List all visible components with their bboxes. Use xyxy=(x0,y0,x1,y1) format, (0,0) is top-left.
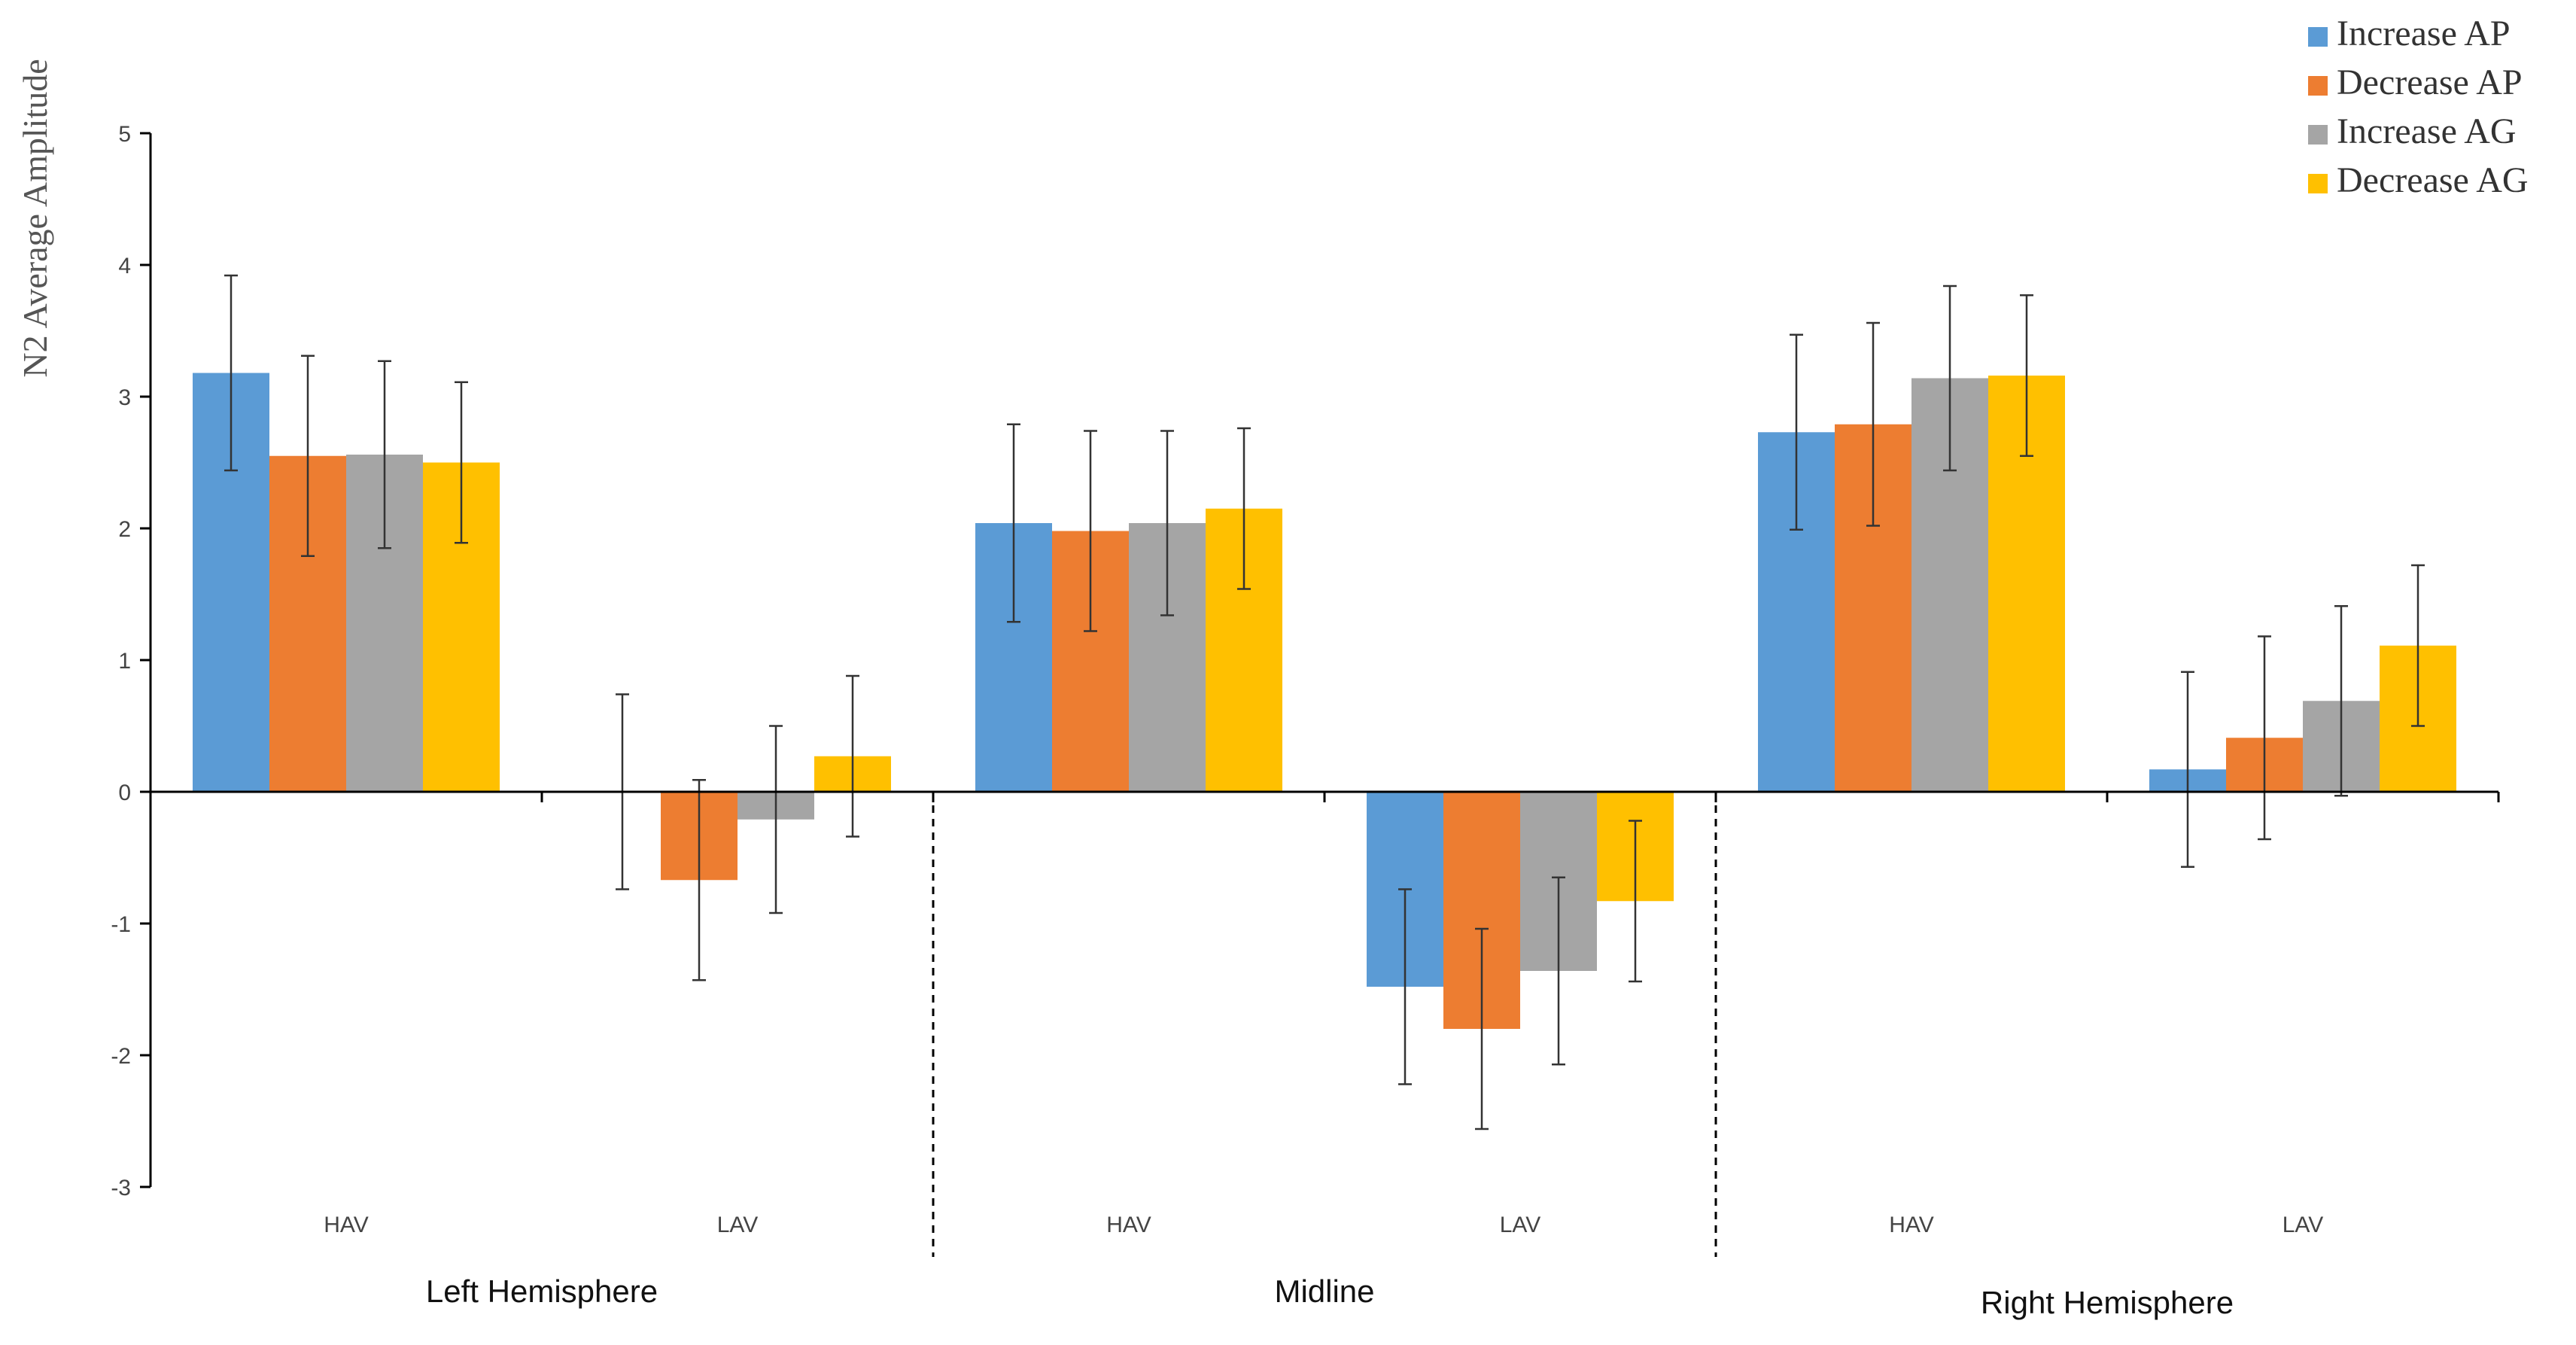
legend-swatch xyxy=(2308,174,2328,193)
group-label: Midline xyxy=(1274,1273,1374,1309)
legend-label: Increase AP xyxy=(2337,14,2511,53)
y-tick-label: 0 xyxy=(118,781,131,805)
y-tick-label: 3 xyxy=(118,385,131,410)
axis-layer xyxy=(140,132,2500,1188)
label-layer: -3 -2 -1 0 1 2 3 4 5 HAV LAV HAV LAV HAV LAV Left Hemis… xyxy=(111,122,2323,1320)
legend-swatch xyxy=(2308,76,2328,96)
group-label: Right Hemisphere xyxy=(1981,1285,2234,1320)
y-tick-label: 4 xyxy=(118,254,131,278)
y-tick-label: 2 xyxy=(118,517,131,542)
legend-swatch xyxy=(2308,125,2328,145)
legend-label: Decrease AP xyxy=(2337,62,2523,102)
category-label: HAV xyxy=(324,1213,368,1237)
category-label: LAV xyxy=(1500,1213,1540,1237)
separator-layer xyxy=(932,792,1717,1257)
y-axis-label: N2 Average Amplitude xyxy=(16,59,54,377)
y-tick-label: 5 xyxy=(118,122,131,147)
legend: Increase AP Decrease AP Increase AG Decreas… xyxy=(2308,14,2529,200)
group-label: Left Hemisphere xyxy=(426,1273,658,1309)
y-tick-label: 1 xyxy=(118,649,131,674)
error-bar-layer xyxy=(224,274,2425,1130)
legend-label: Increase AG xyxy=(2337,111,2517,151)
category-label: HAV xyxy=(1889,1213,1933,1237)
category-label: LAV xyxy=(717,1213,758,1237)
legend-label: Decrease AG xyxy=(2337,160,2529,200)
bar-layer xyxy=(193,373,2456,1029)
category-label: HAV xyxy=(1106,1213,1151,1237)
category-label: LAV xyxy=(2283,1213,2323,1237)
legend-swatch xyxy=(2308,27,2328,47)
y-tick-label: -1 xyxy=(111,912,131,937)
y-tick-label: -2 xyxy=(111,1044,131,1069)
y-tick-label: -3 xyxy=(111,1176,131,1200)
